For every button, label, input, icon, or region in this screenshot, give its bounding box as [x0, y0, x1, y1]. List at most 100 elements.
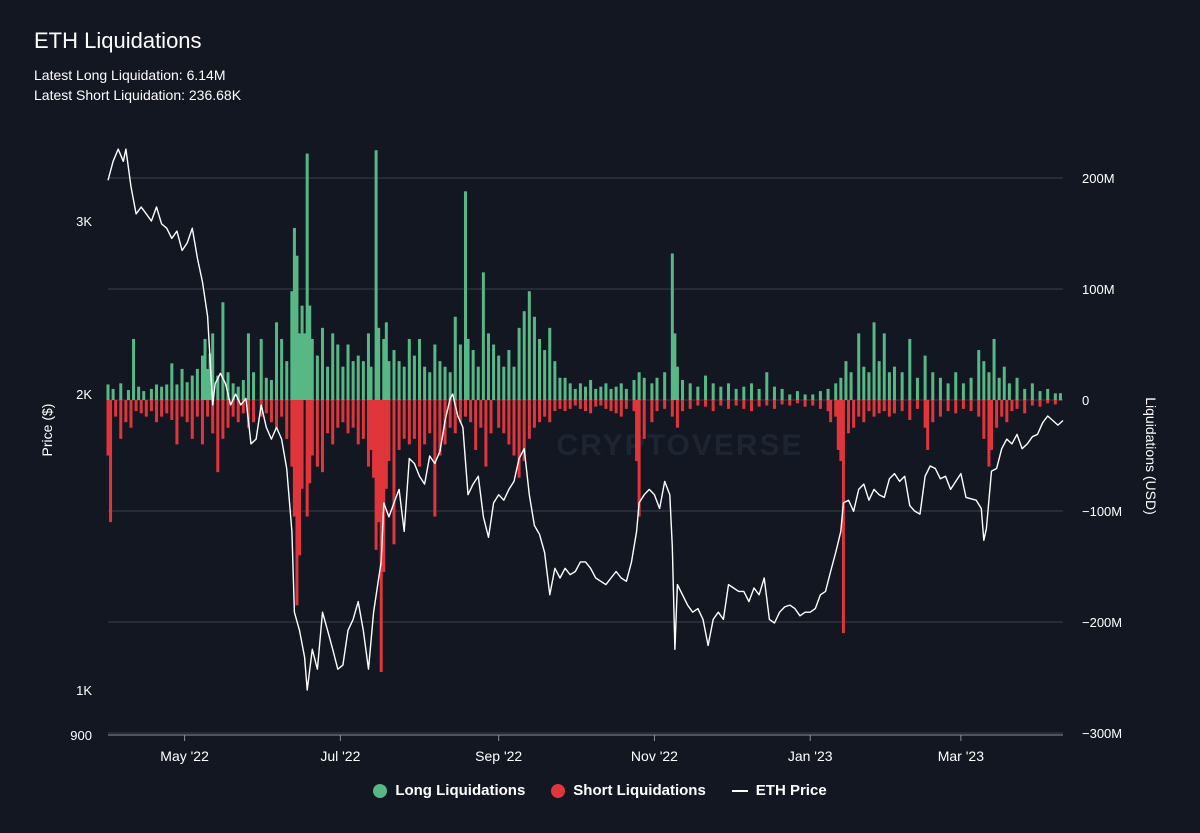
- long-liquidation-bar: [211, 333, 215, 400]
- long-liquidation-bar: [170, 363, 174, 400]
- short-liquidation-bar: [926, 400, 930, 450]
- long-liquidation-bar: [165, 384, 169, 400]
- short-liquidation-bar: [351, 400, 355, 428]
- eth-price-line: [107, 148, 1064, 691]
- short-liquidation-bar: [573, 400, 577, 406]
- long-liquidation-bar: [670, 253, 674, 400]
- long-liquidation-bar: [221, 302, 225, 400]
- short-liquidation-bar: [1005, 400, 1009, 423]
- chart-title: ETH Liquidations: [34, 28, 202, 53]
- long-liquidation-bar: [1046, 388, 1050, 400]
- short-liquidation-bar: [109, 400, 113, 523]
- long-liquidation-bar: [418, 338, 422, 400]
- x-axis-tick-label: Sep '22: [475, 748, 522, 764]
- long-liquidation-bar: [292, 227, 296, 400]
- long-liquidation-bar: [900, 372, 904, 400]
- long-liquidation-bar: [448, 372, 452, 400]
- long-liquidation-bar: [241, 380, 245, 400]
- long-liquidation-bar: [507, 350, 511, 400]
- long-liquidation-bar: [619, 383, 623, 400]
- long-liquidation-bar: [673, 333, 677, 400]
- short-liquidation-bar: [818, 400, 822, 409]
- short-liquidation-bar: [977, 400, 981, 417]
- short-liquidation-bar: [252, 400, 256, 423]
- short-liquidation-bar: [134, 400, 138, 412]
- short-liquidation-bar: [175, 400, 179, 445]
- short-liquidation-bar: [882, 400, 886, 412]
- short-liquidation-bar: [326, 400, 330, 434]
- short-liquidation-bar: [428, 400, 432, 434]
- long-liquidation-bar: [310, 338, 314, 400]
- short-liquidation-bar: [155, 400, 159, 423]
- long-liquidation-bar: [1007, 383, 1011, 400]
- legend-short[interactable]: Short Liquidations: [551, 782, 706, 799]
- short-liquidation-bar: [374, 400, 378, 550]
- long-liquidation-bar: [553, 361, 557, 400]
- short-liquidation-bar: [532, 400, 536, 428]
- short-liquidation-bar: [149, 400, 153, 412]
- short-liquidation-bar: [599, 400, 603, 406]
- short-liquidation-bar: [637, 400, 641, 517]
- long-liquidation-bar: [599, 386, 603, 400]
- long-liquidation-bar: [180, 368, 184, 400]
- long-liquidation-bar: [834, 383, 838, 400]
- short-liquidation-bar: [558, 400, 562, 409]
- long-liquidation-bar: [946, 383, 950, 400]
- short-liquidation-bar: [614, 400, 618, 414]
- long-liquidation-bar: [402, 366, 406, 400]
- short-liquidation-bar: [221, 400, 225, 439]
- long-liquidation-bar: [407, 338, 411, 400]
- short-liquidation-bar: [463, 400, 467, 417]
- short-liquidation-bar: [269, 400, 273, 423]
- x-axis-tick-label: Jan '23: [788, 748, 833, 764]
- short-liquidation-bar: [418, 400, 422, 467]
- short-liquidation-bar: [887, 400, 891, 417]
- short-liquidation-bar: [119, 400, 123, 439]
- short-liquidation-bar: [320, 400, 324, 473]
- short-liquidation-bar: [180, 400, 184, 417]
- long-swatch-icon: [373, 783, 388, 798]
- long-liquidation-bar: [624, 388, 628, 400]
- short-liquidation-bar: [990, 400, 994, 450]
- short-liquidation-bar: [711, 400, 715, 412]
- short-liquidation-bar: [604, 400, 608, 409]
- long-liquidation-bar: [269, 380, 273, 400]
- long-liquidation-bar: [486, 333, 490, 400]
- short-liquidation-bar: [195, 400, 199, 417]
- short-liquidation-bar: [206, 400, 210, 417]
- long-liquidation-bar: [137, 386, 141, 400]
- short-liquidation-bar: [624, 400, 628, 409]
- long-liquidation-bar: [315, 355, 319, 400]
- short-liquidation-bar: [852, 400, 856, 428]
- short-liquidation-bar: [969, 400, 973, 412]
- long-liquidation-bar: [308, 305, 312, 400]
- long-liquidation-bar: [231, 383, 235, 400]
- long-liquidation-bar: [132, 338, 136, 400]
- short-liquidation-bar: [954, 400, 958, 414]
- short-liquidation-bar: [867, 400, 871, 412]
- long-liquidation-bar: [392, 350, 396, 400]
- short-liquidation-bar: [726, 400, 730, 409]
- short-liquidation-bar: [379, 400, 383, 672]
- long-liquidation-bar: [160, 386, 164, 400]
- long-liquidation-bar: [259, 338, 263, 400]
- long-liquidation-bar: [481, 272, 485, 400]
- short-liquidation-bar: [1053, 400, 1057, 405]
- short-liquidation-bar: [857, 400, 861, 417]
- long-liquidation-bar: [887, 372, 891, 400]
- right-axis-tick-label: −300M: [1082, 726, 1122, 741]
- legend-long[interactable]: Long Liquidations: [373, 782, 525, 799]
- long-liquidation-bar: [341, 366, 345, 400]
- long-liquidation-bar: [1023, 388, 1027, 400]
- long-liquidation-bar: [443, 366, 447, 400]
- long-liquidation-bar: [1002, 366, 1006, 400]
- legend-short-label: Short Liquidations: [573, 782, 706, 799]
- long-liquidation-bar: [982, 361, 986, 400]
- short-liquidation-bar: [139, 400, 143, 414]
- long-liquidation-bar: [548, 327, 552, 400]
- short-liquidation-bar: [280, 400, 284, 417]
- long-liquidation-bar: [969, 377, 973, 400]
- left-axis-title: Price ($): [39, 404, 55, 457]
- legend-price[interactable]: ETH Price: [731, 782, 827, 799]
- right-axis-tick-label: 100M: [1082, 282, 1115, 297]
